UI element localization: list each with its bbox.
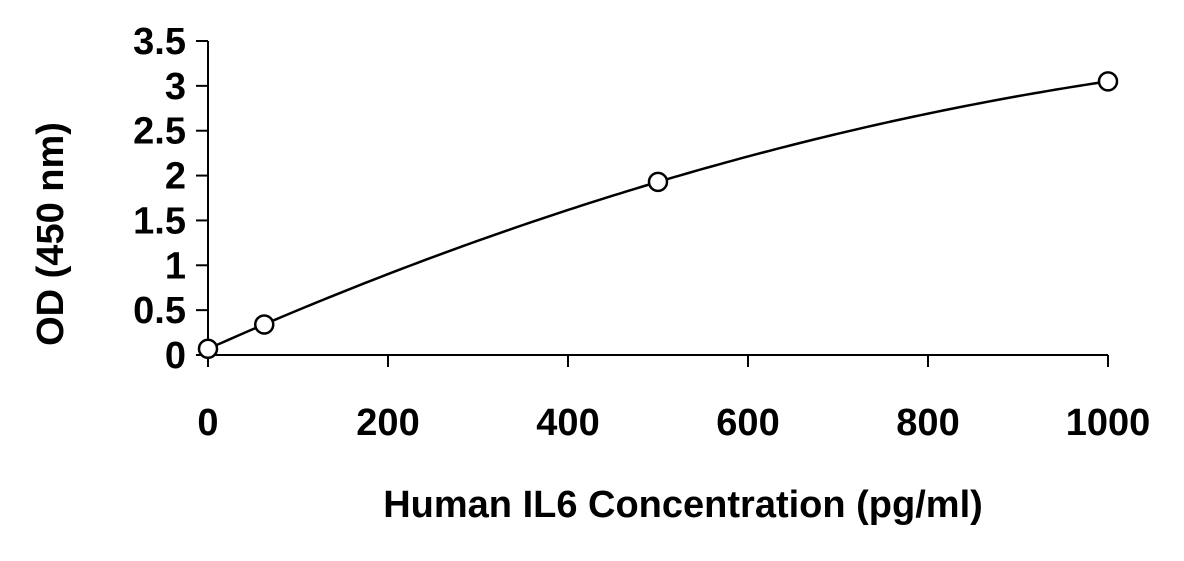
data-point	[254, 314, 275, 335]
y-tick-label: 3	[165, 66, 186, 108]
x-tick-label: 1000	[1066, 402, 1151, 444]
y-tick-label: 2.5	[133, 111, 186, 153]
data-points	[197, 71, 1119, 359]
x-ticks: 0 200 400 600 800 1000	[197, 355, 1150, 444]
y-ticks: 00.511.522.533.5	[133, 21, 208, 377]
x-tick-label: 0	[197, 402, 218, 444]
y-tick-label: 0.5	[133, 290, 186, 332]
x-tick-label: 800	[896, 402, 959, 444]
x-tick-label: 600	[716, 402, 779, 444]
y-tick-label: 1.5	[133, 200, 186, 242]
y-tick-label: 3.5	[133, 21, 186, 63]
y-tick-label: 0	[165, 335, 186, 377]
x-axis-title: Human IL6 Concentration (pg/ml)	[383, 484, 983, 526]
data-point	[1097, 71, 1119, 92]
fit-curve	[207, 80, 1109, 350]
x-tick-label: 200	[356, 402, 419, 444]
y-axis-title: OD (450 nm)	[30, 122, 72, 346]
y-tick-label: 1	[165, 245, 186, 287]
data-point	[647, 171, 669, 193]
y-tick-label: 2	[165, 156, 186, 198]
data-point	[197, 338, 219, 359]
x-tick-label: 400	[536, 402, 599, 444]
axes	[207, 41, 1108, 356]
